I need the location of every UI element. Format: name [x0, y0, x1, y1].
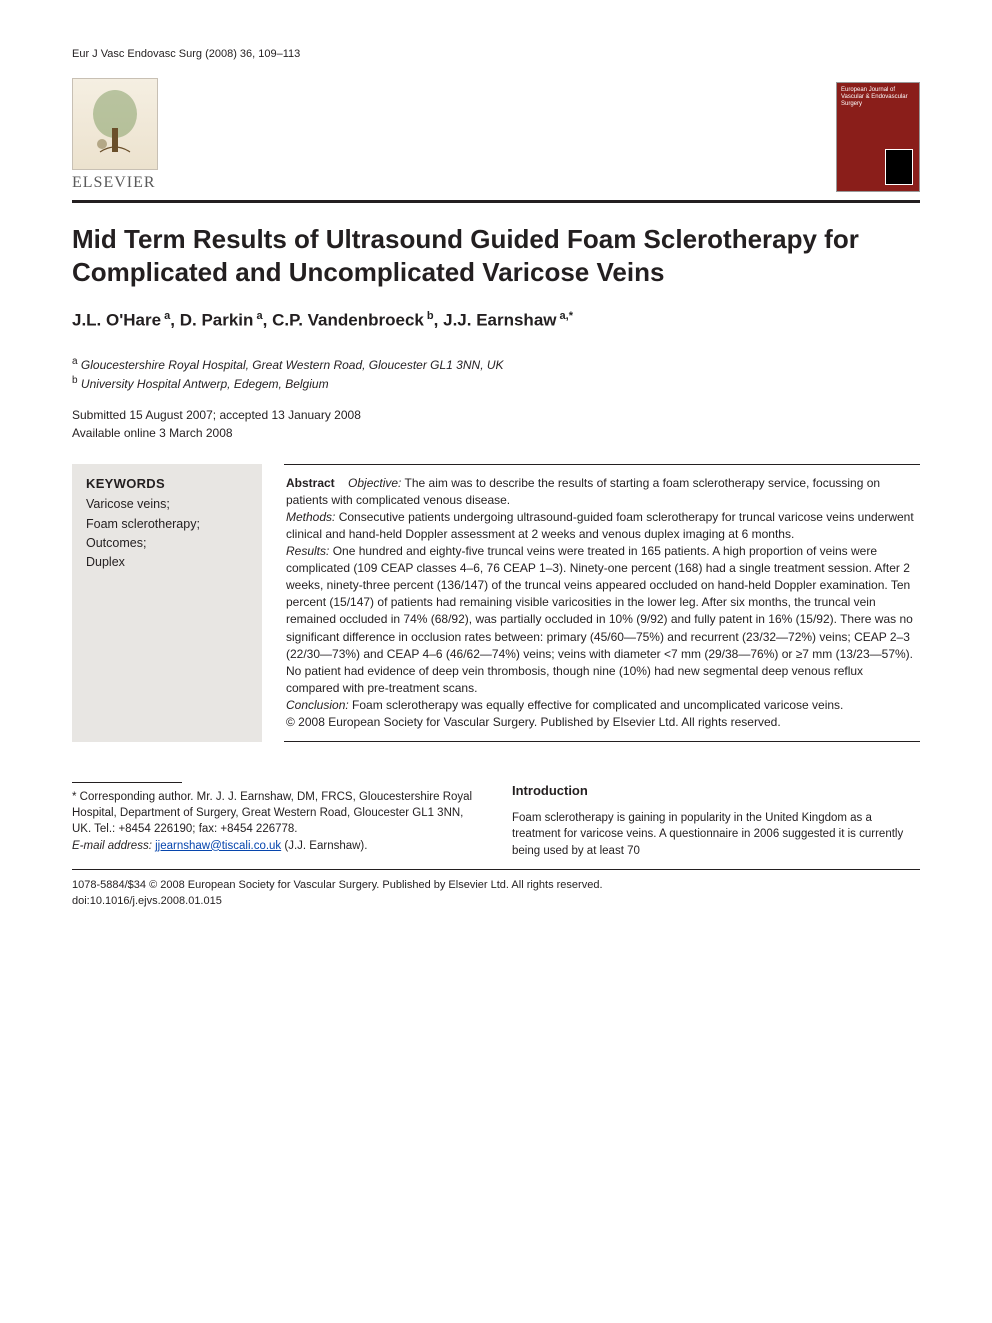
- keywords-heading: KEYWORDS: [86, 476, 248, 491]
- body-columns: * Corresponding author. Mr. J. J. Earnsh…: [72, 782, 920, 870]
- footnote-rule: [72, 782, 182, 783]
- corresponding-author-footnote: * Corresponding author. Mr. J. J. Earnsh…: [72, 782, 480, 859]
- author-name: J.J. Earnshaw: [443, 311, 556, 330]
- abstract-copyright: © 2008 European Society for Vascular Sur…: [286, 714, 918, 731]
- affiliation-marker: a: [253, 310, 262, 322]
- author-name: D. Parkin: [180, 311, 254, 330]
- methods-label: Methods:: [286, 510, 335, 524]
- publisher-name: ELSEVIER: [72, 174, 164, 192]
- abstract-keywords-row: KEYWORDS Varicose veins; Foam sclerother…: [72, 464, 920, 741]
- keywords-box: KEYWORDS Varicose veins; Foam sclerother…: [72, 464, 262, 741]
- journal-cover-thumbnail: European Journal of Vascular & Endovascu…: [836, 82, 920, 192]
- affiliation-marker: a,*: [557, 310, 574, 322]
- conclusion-text: Foam sclerotherapy was equally effective…: [349, 698, 844, 712]
- logo-row: ELSEVIER European Journal of Vascular & …: [72, 78, 920, 192]
- keyword: Foam sclerotherapy;: [86, 515, 248, 534]
- available-online: Available online 3 March 2008: [72, 425, 920, 442]
- methods-text: Consecutive patients undergoing ultrasou…: [286, 510, 914, 541]
- email-attribution: (J.J. Earnshaw).: [281, 840, 367, 852]
- article-title: Mid Term Results of Ultrasound Guided Fo…: [72, 223, 920, 288]
- affiliation-line: a Gloucestershire Royal Hospital, Great …: [72, 355, 920, 374]
- affiliation-line: b University Hospital Antwerp, Edegem, B…: [72, 374, 920, 393]
- journal-reference: Eur J Vasc Endovasc Surg (2008) 36, 109–…: [72, 48, 920, 60]
- results-text: One hundred and eighty-five truncal vein…: [286, 544, 913, 694]
- corresponding-text: * Corresponding author. Mr. J. J. Earnsh…: [72, 789, 480, 838]
- author-name: C.P. Vandenbroeck: [272, 311, 424, 330]
- journal-cover-inset-icon: [885, 149, 913, 185]
- results-label: Results:: [286, 544, 329, 558]
- publisher-logo-block: ELSEVIER: [72, 78, 164, 192]
- keyword: Varicose veins;: [86, 495, 248, 514]
- introduction-body: Foam sclerotherapy is gaining in popular…: [512, 810, 920, 859]
- footer-doi: doi:10.1016/j.ejvs.2008.01.015: [72, 894, 920, 909]
- email-label: E-mail address:: [72, 840, 152, 852]
- header-rule: [72, 200, 920, 203]
- page-footer: 1078-5884/$34 © 2008 European Society fo…: [72, 878, 920, 909]
- abstract-label: Abstract: [286, 476, 335, 490]
- elsevier-tree-icon: [72, 78, 158, 170]
- keyword: Duplex: [86, 553, 248, 572]
- journal-cover-title: European Journal of Vascular & Endovascu…: [841, 87, 915, 109]
- objective-label: Objective:: [348, 476, 401, 490]
- corresponding-email-link[interactable]: jjearnshaw@tiscali.co.uk: [155, 840, 281, 852]
- affiliation-marker: b: [424, 310, 434, 322]
- introduction-column: Introduction Foam sclerotherapy is gaini…: [512, 782, 920, 859]
- article-dates: Submitted 15 August 2007; accepted 13 Ja…: [72, 407, 920, 442]
- submitted-accepted: Submitted 15 August 2007; accepted 13 Ja…: [72, 407, 920, 424]
- introduction-heading: Introduction: [512, 782, 920, 800]
- affiliations: a Gloucestershire Royal Hospital, Great …: [72, 355, 920, 394]
- keyword: Outcomes;: [86, 534, 248, 553]
- author-list: J.L. O'Hare a, D. Parkin a, C.P. Vandenb…: [72, 310, 920, 331]
- footer-copyright: 1078-5884/$34 © 2008 European Society fo…: [72, 878, 920, 893]
- author-name: J.L. O'Hare: [72, 311, 161, 330]
- affiliation-marker: a: [161, 310, 170, 322]
- abstract: Abstract Objective: The aim was to descr…: [284, 464, 920, 741]
- conclusion-label: Conclusion:: [286, 698, 349, 712]
